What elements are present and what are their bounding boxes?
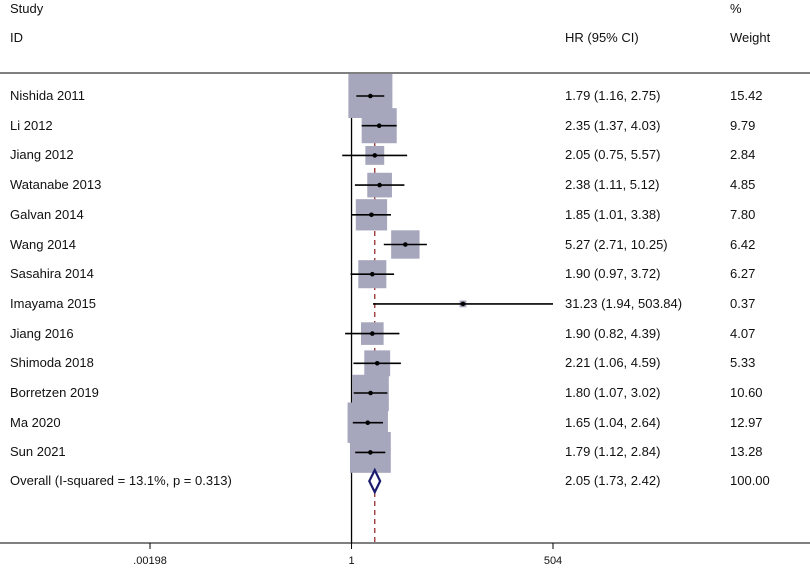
study-name: Imayama 2015 [10,295,96,311]
study-name: Watanabe 2013 [10,177,102,193]
study-weight: 13.28 [730,444,763,460]
x-axis-tick-label: 504 [543,555,563,567]
study-name: Li 2012 [10,117,53,133]
study-weight: 4.07 [730,325,756,341]
study-weight: 6.42 [730,236,756,252]
study-weight: 6.27 [730,266,756,282]
study-weight: 0.37 [730,295,756,311]
study-name: Sun 2021 [10,444,66,460]
study-point-estimate [370,271,375,277]
study-weight: 12.97 [730,414,763,430]
study-weight: 7.80 [730,206,756,222]
overall-hr-ci: 2.05 (1.73, 2.42) [565,473,661,489]
study-hr-ci: 2.38 (1.11, 5.12) [565,177,660,193]
study-weight: 4.85 [730,177,756,193]
study-name: Wang 2014 [10,236,77,252]
study-hr-ci: 1.79 (1.16, 2.75) [565,88,661,103]
x-axis-tick-label: 1 [348,555,355,567]
study-point-estimate [376,123,382,128]
study-hr-ci: 2.21 (1.06, 4.59) [565,355,661,371]
study-point-estimate [372,153,378,158]
study-name: Galvan 2014 [10,206,84,222]
header-study: Study [10,1,44,16]
study-name: Jiang 2016 [10,325,74,341]
study-name: Shimoda 2018 [10,355,94,371]
study-point-estimate [403,242,408,247]
study-weight: 10.60 [730,385,763,400]
study-point-estimate [377,182,382,188]
header-id: ID [10,30,23,45]
study-name: Borretzen 2019 [10,385,99,400]
study-name: Jiang 2012 [10,147,74,163]
study-hr-ci: 31.23 (1.94, 503.84) [565,295,683,311]
study-hr-ci: 2.35 (1.37, 4.03) [565,117,661,133]
study-hr-ci: 1.65 (1.04, 2.64) [565,414,661,430]
study-weight: 15.42 [730,88,763,103]
overall-diamond [368,467,382,495]
study-point-estimate [374,361,380,366]
study-hr-ci: 1.90 (0.82, 4.39) [565,325,661,341]
study-hr-ci: 5.27 (2.71, 10.25) [565,236,668,252]
study-name: Nishida 2011 [10,88,85,103]
study-weight: 5.33 [730,355,756,371]
study-hr-ci: 1.80 (1.07, 3.02) [565,385,661,400]
study-point-estimate [370,331,375,336]
study-point-estimate [365,420,371,426]
study-point-estimate [369,212,374,218]
overall-weight: 100.00 [730,473,770,489]
x-axis-tick-label: .00198 [133,555,167,567]
study-point-estimate [368,390,373,396]
study-point-estimate [368,93,373,99]
study-name: Sasahira 2014 [10,266,94,282]
study-hr-ci: 1.85 (1.01, 3.38) [565,206,661,222]
study-name: Ma 2020 [10,414,61,430]
study-hr-ci: 2.05 (0.75, 5.57) [565,147,661,163]
study-point-estimate [460,301,466,307]
study-hr-ci: 1.79 (1.12, 2.84) [565,444,661,460]
header-weight: Weight [730,30,771,45]
study-hr-ci: 1.90 (0.97, 3.72) [565,266,661,282]
overall-label: Overall (I-squared = 13.1%, p = 0.313) [10,473,232,489]
study-point-estimate [368,450,373,455]
header-percent: % [730,1,742,16]
header-hr-ci: HR (95% CI) [565,30,639,45]
study-weight: 2.84 [730,147,756,163]
study-weight: 9.79 [730,117,756,133]
